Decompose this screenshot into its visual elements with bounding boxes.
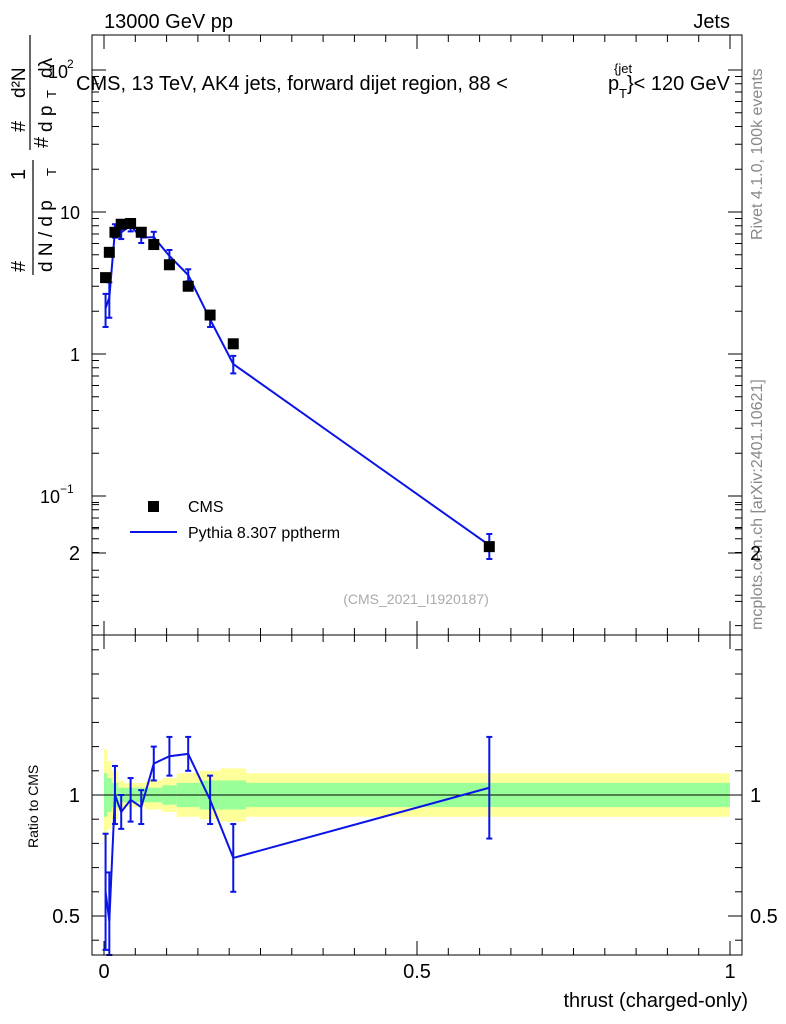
ratio-y-tick-label-right: 2 xyxy=(750,543,761,565)
ratio-axis-ticks xyxy=(92,504,742,955)
category-label: Jets xyxy=(693,11,730,33)
data-point xyxy=(135,226,147,238)
title-prefix: CMS, 13 TeV, AK4 jets, forward dijet reg… xyxy=(76,73,508,95)
ratio-tick-labels: 0.5 0.5 1 1 2 2 0 0.5 1 xyxy=(52,543,778,983)
ylabel-lambda: dλ xyxy=(36,57,57,78)
ratio-y-tick-label: 1 xyxy=(69,785,80,807)
ratio-y-tick-label: 2 xyxy=(69,543,80,565)
data-point xyxy=(483,541,495,553)
ytick-label-0.1: 10 xyxy=(40,487,60,507)
main-y-label: # 1 d N / d p T # d²N # d p T dλ xyxy=(8,35,59,275)
legend: CMS Pythia 8.307 pptherm xyxy=(130,499,340,542)
x-tick-label: 0 xyxy=(98,961,109,983)
legend-label-pythia: Pythia 8.307 pptherm xyxy=(188,525,340,542)
title-pt-sup: {jet xyxy=(614,61,632,76)
title-suffix: }< 120 GeV xyxy=(627,73,731,95)
data-point xyxy=(109,226,121,238)
data-point xyxy=(182,280,194,292)
mc-series xyxy=(102,219,493,561)
ratio-y-label: Ratio to CMS xyxy=(25,765,41,848)
x-axis-label: thrust (charged-only) xyxy=(563,990,748,1012)
main-axis-ticks xyxy=(92,35,742,635)
ytick-label-100-exp: 2 xyxy=(67,57,74,71)
legend-label-cms: CMS xyxy=(188,499,224,516)
ratio-y-tick-label-right: 1 xyxy=(750,785,761,807)
ytick-label-1: 1 xyxy=(70,345,80,365)
ylabel-den-sub: T xyxy=(44,90,59,98)
energy-label: 13000 GeV pp xyxy=(104,11,233,33)
ylabel-denominator: d p xyxy=(36,106,57,132)
ytick-label-100: 10 xyxy=(48,62,68,82)
data-point xyxy=(163,259,175,271)
ylabel-hash-1: # xyxy=(8,260,30,272)
main-y-tick-labels: 10 2 10 1 10 −1 xyxy=(40,57,80,507)
rivet-label: Rivet 4.1.0, 100k events xyxy=(749,68,766,240)
ratio-series xyxy=(102,735,493,956)
x-tick-label: 1 xyxy=(724,961,735,983)
analysis-watermark: (CMS_2021_I1920187) xyxy=(343,591,489,607)
data-point xyxy=(227,338,239,350)
ylabel-numerator: d²N xyxy=(9,67,30,98)
data-point xyxy=(103,246,115,258)
ytick-label-10: 10 xyxy=(60,203,80,223)
title-pt: p xyxy=(608,73,619,95)
plot-title: CMS, 13 TeV, AK4 jets, forward dijet reg… xyxy=(76,61,731,101)
data-point xyxy=(148,239,160,251)
legend-marker-cms xyxy=(148,501,159,512)
ytick-label-0.1-exp: −1 xyxy=(60,482,74,496)
ratio-plot-frame xyxy=(91,634,743,956)
data-point xyxy=(125,217,137,229)
data-series xyxy=(100,217,495,553)
main-plot-frame xyxy=(91,34,743,636)
data-point xyxy=(115,218,127,230)
ratio-y-tick-label-right: 0.5 xyxy=(750,906,778,928)
ylabel-hash-3: # xyxy=(31,136,53,148)
ratio-y-tick-label: 0.5 xyxy=(52,906,80,928)
title-pt-sub: T xyxy=(619,86,627,101)
ylabel-one: 1 xyxy=(8,169,30,180)
data-point xyxy=(204,309,216,321)
ylabel-dN-sub: T xyxy=(44,168,59,176)
data-point xyxy=(100,272,112,284)
mc-line xyxy=(104,224,490,547)
mcplots-label: mcplots.cern.ch [arXiv:2401.10621] xyxy=(749,379,766,630)
x-tick-label: 0.5 xyxy=(403,961,431,983)
ylabel-hash-2: # xyxy=(8,120,30,132)
ylabel-dN: d N / d p xyxy=(36,200,57,272)
